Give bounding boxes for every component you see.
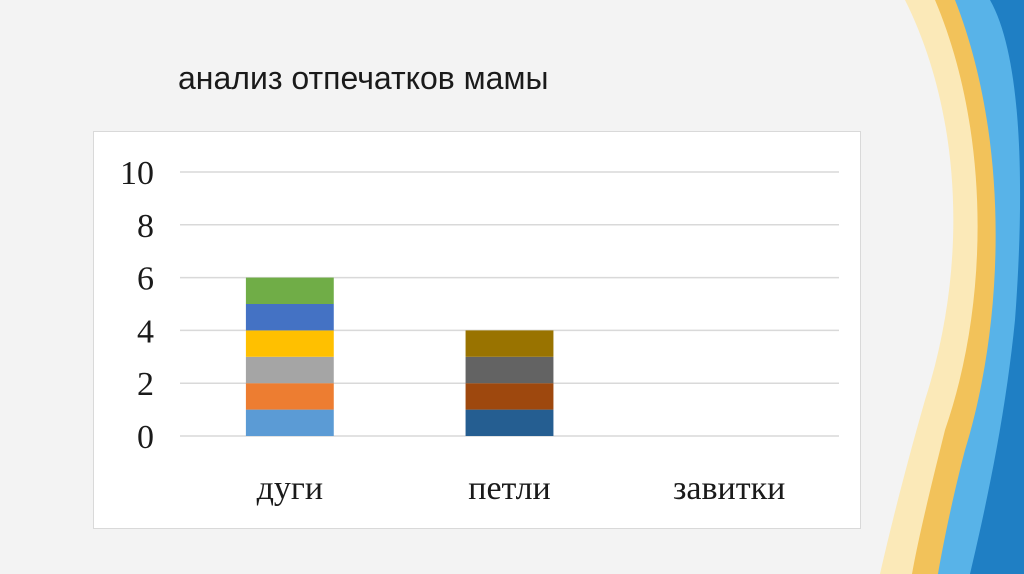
bar-segment xyxy=(245,356,334,384)
bar-segment xyxy=(245,304,334,331)
bar-segment xyxy=(245,409,334,436)
y-tick-label: 4 xyxy=(137,313,154,350)
y-tick-label: 6 xyxy=(137,261,154,298)
bar-segment xyxy=(245,277,334,304)
bar-segment xyxy=(465,383,554,410)
bar-segment xyxy=(465,356,554,384)
bar-segment xyxy=(245,383,334,410)
decor-wave-blue xyxy=(970,0,1024,574)
chart-panel: 0 2 4 6 8 10 дуги петли завитки xyxy=(93,131,861,529)
x-tick-label: дуги xyxy=(257,470,323,507)
bar-segment xyxy=(465,409,554,436)
bar-segment xyxy=(465,330,554,357)
bar-segment xyxy=(245,330,334,357)
x-tick-label: завитки xyxy=(673,470,785,507)
stacked-bar-chart: 0 2 4 6 8 10 дуги петли завитки xyxy=(120,155,839,507)
x-tick-label: петли xyxy=(468,470,550,507)
bar-stacks xyxy=(245,277,554,436)
y-tick-label: 2 xyxy=(137,366,154,403)
y-axis-ticks: 0 2 4 6 8 10 xyxy=(120,155,154,456)
y-tick-label: 10 xyxy=(120,155,154,192)
x-axis-ticks: дуги петли завитки xyxy=(257,470,786,507)
y-tick-label: 0 xyxy=(137,419,154,456)
slide-title: анализ отпечатков мамы xyxy=(178,60,549,96)
y-tick-label: 8 xyxy=(137,208,154,245)
